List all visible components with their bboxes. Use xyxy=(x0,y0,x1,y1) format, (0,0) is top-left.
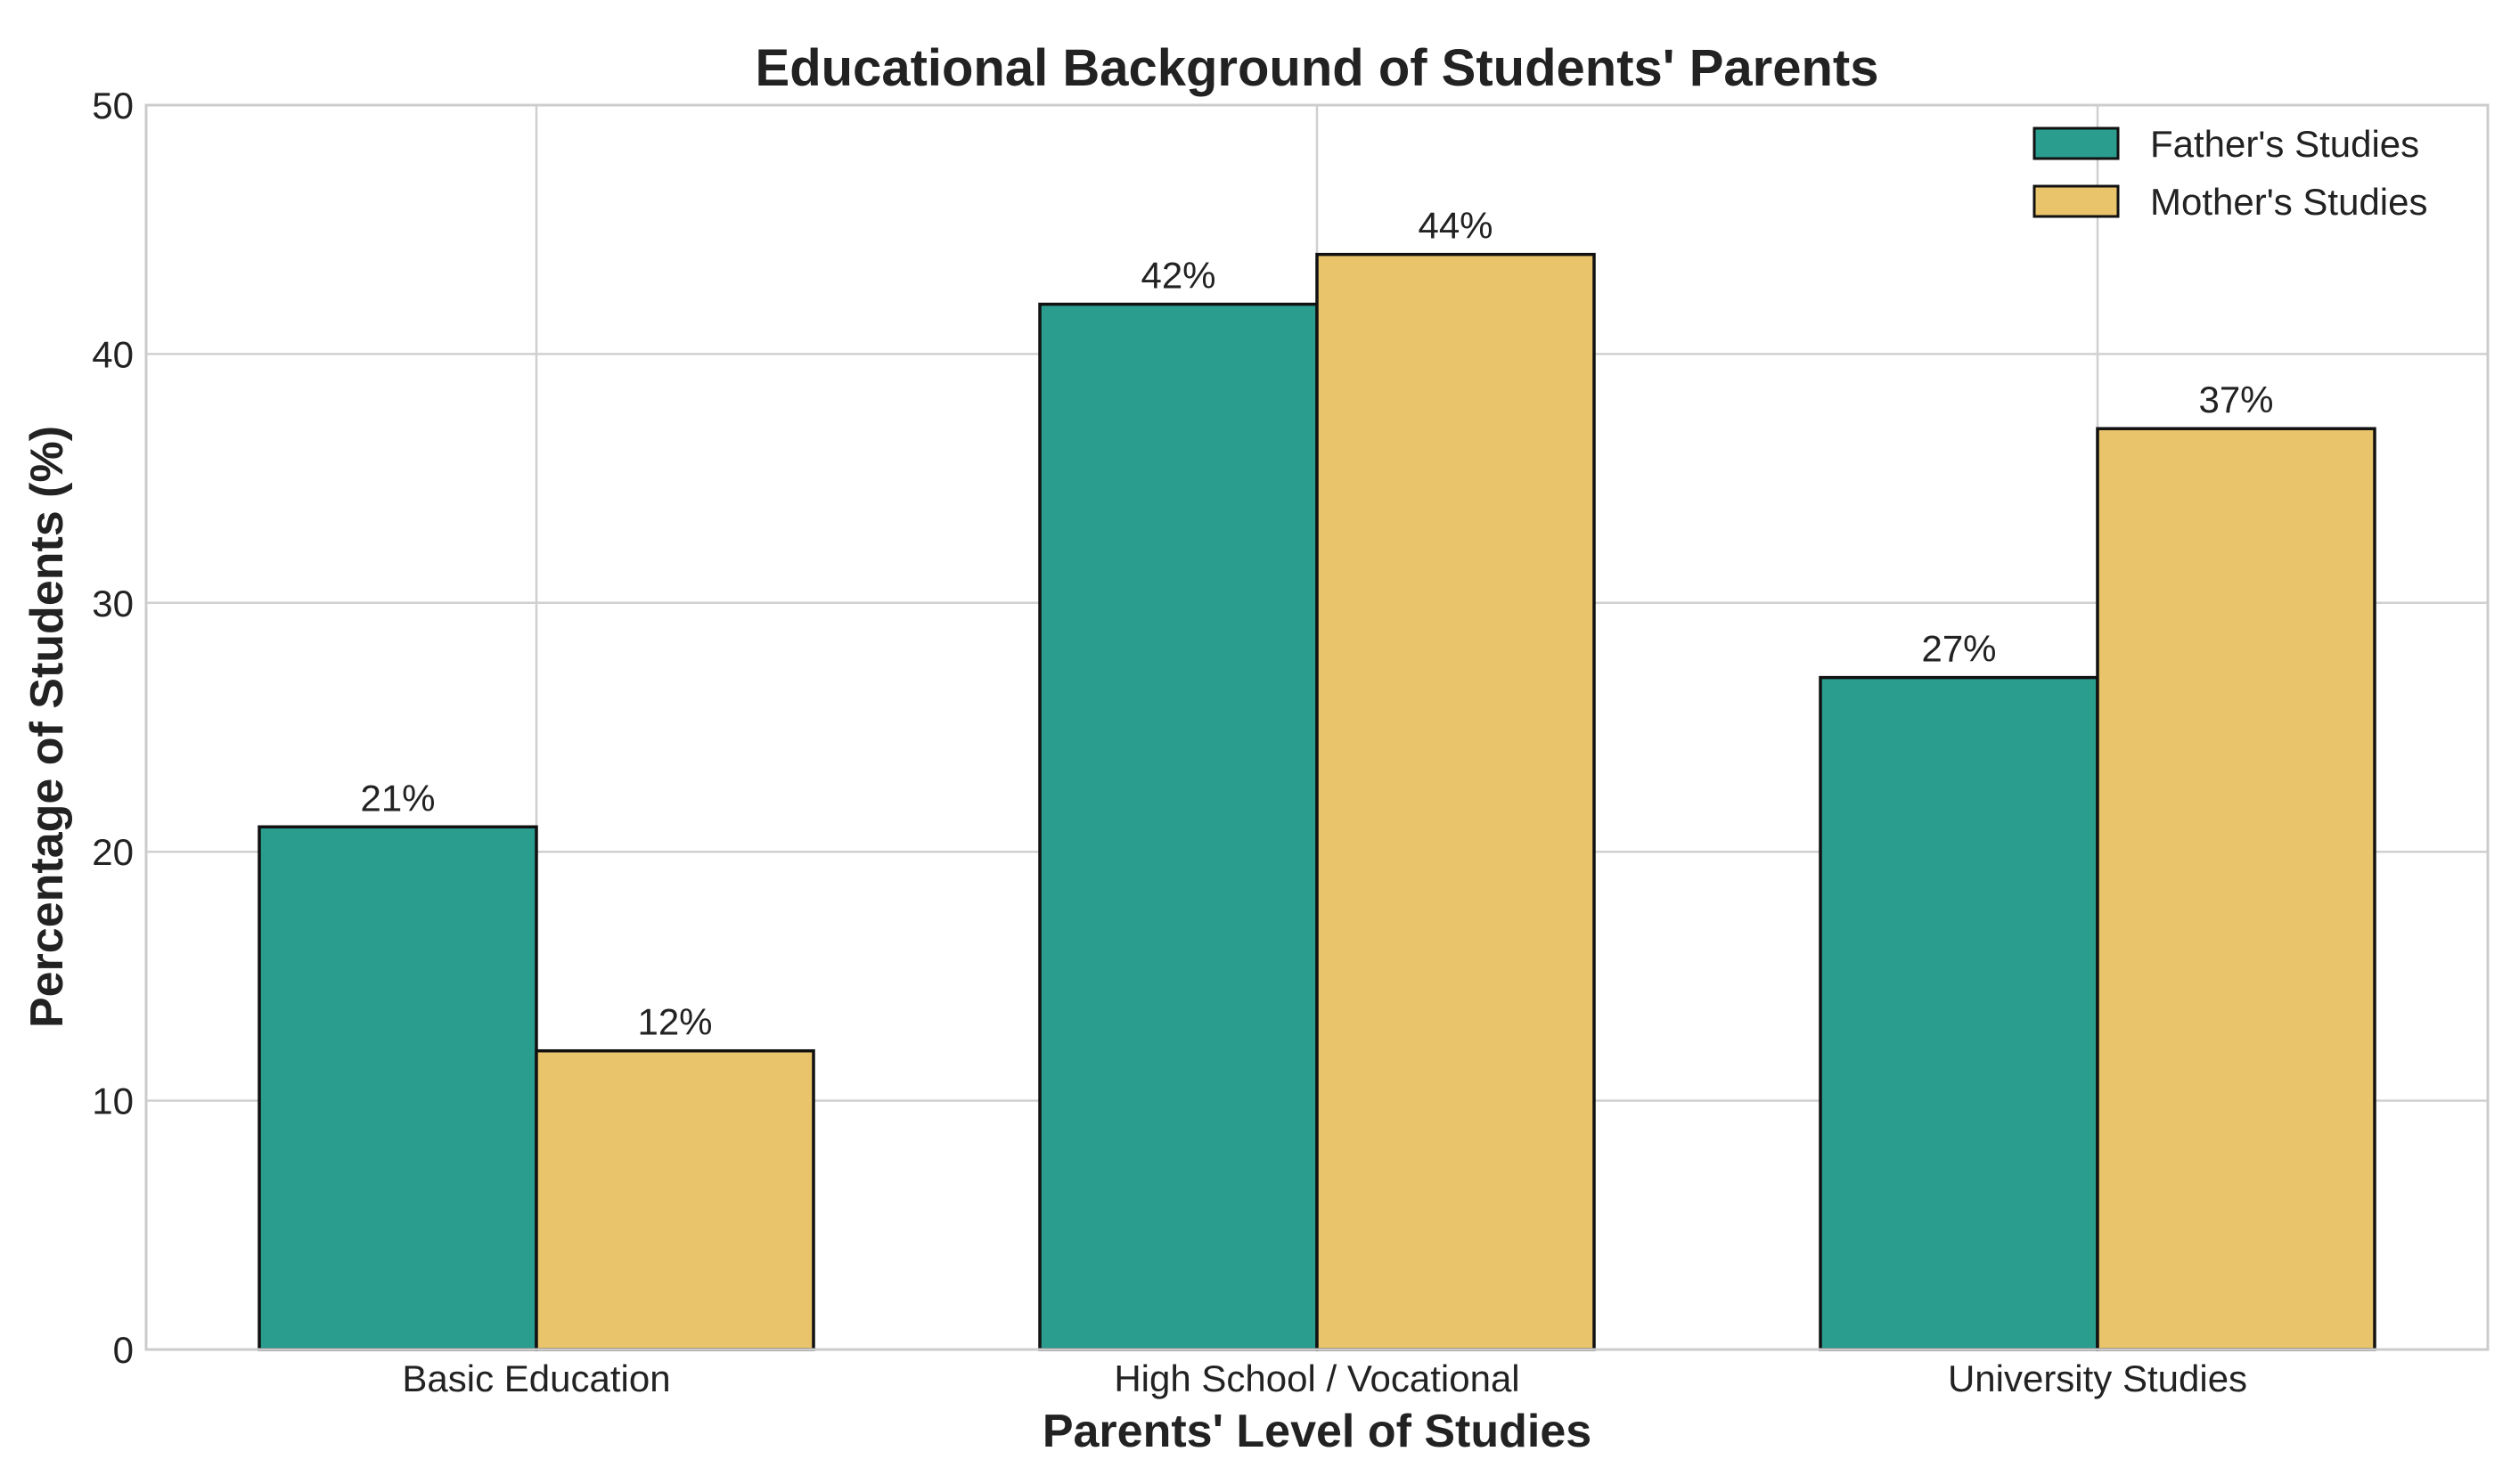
x-axis-ticks: Basic Education High School / Vocational U… xyxy=(402,1358,2247,1399)
x-tick-label: University Studies xyxy=(1948,1358,2247,1399)
legend: Father's Studies Mother's Studies xyxy=(2032,123,2428,223)
y-tick-label: 40 xyxy=(92,333,134,375)
bar xyxy=(1315,252,1596,1351)
y-axis-label: Percentage of Students (%) xyxy=(21,426,73,1028)
legend-swatch xyxy=(2032,126,2120,160)
x-tick-label: Basic Education xyxy=(402,1358,670,1399)
bar xyxy=(2096,427,2376,1351)
bar xyxy=(258,825,538,1351)
y-tick-label: 20 xyxy=(92,831,134,873)
bar xyxy=(1819,675,2099,1351)
legend-label: Mother's Studies xyxy=(2150,181,2428,223)
y-axis-ticks: 0 10 20 30 40 50 xyxy=(92,85,134,1371)
legend-label: Father's Studies xyxy=(2150,123,2419,165)
x-axis-label: Parents' Level of Studies xyxy=(1043,1406,1591,1457)
y-tick-label: 30 xyxy=(92,583,134,624)
legend-swatch xyxy=(2032,184,2120,218)
chart-title: Educational Background of Students' Pare… xyxy=(756,39,1879,97)
bar-value-label: 44% xyxy=(1418,205,1493,247)
bar xyxy=(1038,302,1319,1351)
bar-value-label: 12% xyxy=(637,1001,712,1043)
y-tick-label: 0 xyxy=(113,1329,134,1371)
bar-value-label: 21% xyxy=(360,777,435,819)
bars xyxy=(258,252,2376,1351)
plot-frame xyxy=(144,103,2490,1351)
value-labels: 21% 42% 27% 12% 44% 37% xyxy=(360,205,2273,1043)
bar-value-label: 37% xyxy=(2198,379,2273,420)
bar-value-label: 42% xyxy=(1141,255,1215,297)
y-tick-label: 10 xyxy=(92,1080,134,1122)
x-tick-label: High School / Vocational xyxy=(1114,1358,1519,1399)
bar xyxy=(535,1048,815,1351)
y-tick-label: 50 xyxy=(92,85,134,126)
bar-value-label: 27% xyxy=(1921,628,1996,670)
